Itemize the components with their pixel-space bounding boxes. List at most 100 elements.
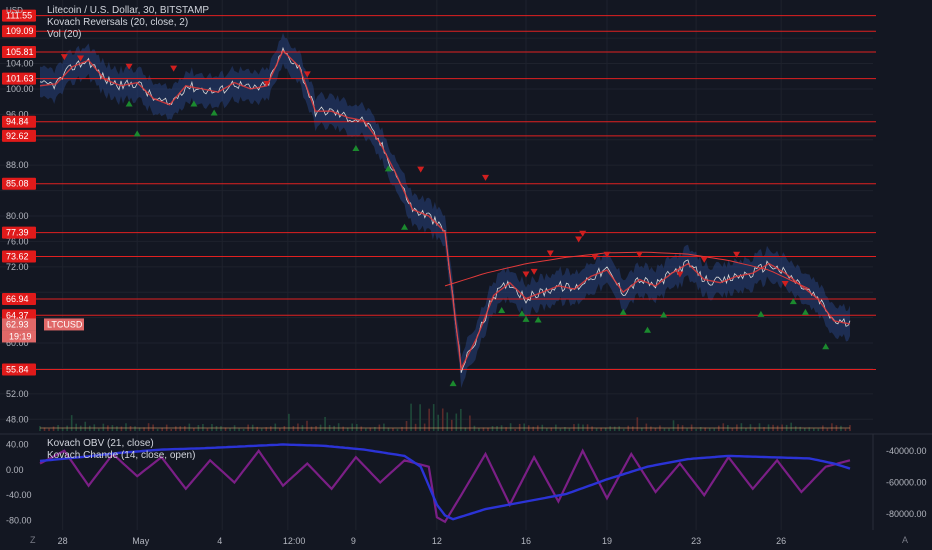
- price-series: [39, 46, 851, 373]
- volume-bar-13: [98, 428, 100, 431]
- level-tag-text-4: 94.84: [6, 117, 29, 127]
- up-marker-4: [352, 145, 360, 152]
- up-marker-15: [757, 310, 765, 317]
- volume-bar-105: [514, 428, 516, 431]
- up-marker-16: [789, 298, 797, 305]
- volume-bar-51: [269, 426, 272, 431]
- up-marker-13: [644, 326, 651, 333]
- x-tick-label-5: 12: [432, 536, 442, 546]
- down-marker-3: [170, 65, 178, 72]
- volume-bar-91: [450, 419, 453, 431]
- down-marker-7: [482, 174, 489, 181]
- indicator-legend-chande[interactable]: Kovach Chande (14, close, open): [47, 450, 196, 461]
- up-marker-12: [619, 308, 627, 315]
- volume-bar-153: [731, 428, 734, 431]
- moving-average-line: [39, 49, 851, 371]
- countdown-tag-text: 19:19: [9, 331, 32, 341]
- volume-bar-5: [61, 427, 64, 431]
- volume-bar-39: [215, 426, 218, 431]
- level-tag-2: [2, 46, 36, 59]
- level-tag-9: [2, 292, 36, 305]
- volume-bar-178: [844, 428, 847, 431]
- volume-bar-107: [523, 423, 525, 431]
- timezone-button[interactable]: Z: [30, 535, 36, 545]
- volume-bar-126: [609, 426, 611, 431]
- level-tag-8: [2, 250, 36, 263]
- down-marker-16: [676, 271, 684, 278]
- volume-bar-104: [509, 423, 512, 431]
- volume-bar-55: [288, 413, 290, 431]
- level-tag-text-2: 105.81: [6, 47, 34, 57]
- x-tick-label-3: 12:00: [283, 536, 306, 546]
- down-marker-13: [591, 254, 599, 261]
- volume-bar-65: [333, 425, 335, 431]
- band-area: [40, 32, 850, 389]
- level-tag-7: [2, 226, 36, 239]
- volume-bar-83: [414, 423, 417, 431]
- volume-bar-85: [423, 423, 426, 431]
- volume-bar-33: [188, 423, 191, 431]
- last-price-tag-text: 62.93: [6, 319, 29, 329]
- indicator-legend-reversals[interactable]: Kovach Reversals (20, close, 2): [47, 17, 189, 28]
- volume-bar-109: [532, 426, 535, 431]
- chande-line: [39, 448, 851, 524]
- up-marker-2: [190, 100, 198, 107]
- level-tag-text-1: 109.09: [6, 26, 34, 36]
- x-tick-label-2: 4: [217, 536, 222, 546]
- auto-scale-button[interactable]: A: [902, 535, 909, 545]
- volume-bar-139: [668, 428, 670, 431]
- up-marker-3: [210, 109, 218, 116]
- volume-bar-29: [170, 428, 173, 431]
- volume-bar-118: [573, 424, 575, 431]
- volume-bar-94: [464, 427, 467, 431]
- level-tag-text-0: 111.55: [6, 11, 32, 21]
- up-marker-17: [801, 308, 809, 315]
- volume-bar-45: [242, 428, 245, 431]
- volume-bar-82: [410, 403, 412, 431]
- volume-bar-79: [396, 428, 399, 431]
- indicator-legend-volume[interactable]: Vol (20): [47, 29, 82, 40]
- volume-bar-134: [645, 423, 648, 431]
- indicator-legend-obv[interactable]: Kovach OBV (21, close): [47, 438, 154, 449]
- volume-bar-2: [48, 428, 50, 431]
- down-marker-10: [546, 250, 554, 257]
- sub-y-tick-label-2: -40.00: [6, 490, 32, 500]
- volume-bar-80: [401, 426, 403, 431]
- volume-bar-26: [156, 428, 159, 431]
- volume-bar-31: [179, 426, 182, 431]
- volume-bar-89: [441, 408, 444, 431]
- down-marker-12: [579, 230, 587, 237]
- volume-bar-97: [478, 428, 480, 431]
- down-marker-15: [635, 251, 643, 258]
- volume-bar-60: [310, 426, 313, 431]
- volume-bar-17: [116, 426, 118, 431]
- volume-bar-129: [622, 428, 625, 431]
- volume-bar-86: [428, 408, 430, 431]
- axes[interactable]: 48.00 52.00 60.00 72.00 76.00 80.00 88.00 96.00…: [6, 59, 927, 546]
- volume-bar-112: [546, 428, 548, 431]
- x-tick-label-6: 16: [521, 536, 531, 546]
- volume-bar-175: [831, 423, 833, 431]
- volume-bar-37: [206, 428, 209, 431]
- volume-bar-174: [826, 428, 829, 431]
- up-marker-9: [518, 310, 526, 317]
- volume-bar-143: [686, 428, 688, 431]
- volume-bar-36: [202, 424, 204, 431]
- volume-bar-93: [460, 408, 462, 431]
- volume-bar-18: [120, 426, 123, 431]
- volume-bar-131: [631, 426, 634, 431]
- sub-y-tick-label-1: 0.00: [6, 465, 24, 475]
- volume-bar-171: [812, 428, 815, 431]
- grid: [0, 0, 932, 530]
- symbol-title[interactable]: Litecoin / U.S. Dollar, 30, BITSTAMP: [47, 5, 210, 16]
- currency-label: USD: [6, 6, 23, 15]
- level-lines: [36, 15, 876, 370]
- level-tag-6: [2, 177, 36, 190]
- reversal-markers: [60, 54, 830, 387]
- volume-bar-177: [840, 425, 842, 431]
- y-tick-label-6: 72.00: [6, 262, 29, 272]
- volume-bar-44: [238, 428, 240, 431]
- volume-bar-84: [419, 404, 421, 431]
- volume-bar-145: [695, 428, 697, 431]
- up-marker-0: [125, 100, 133, 107]
